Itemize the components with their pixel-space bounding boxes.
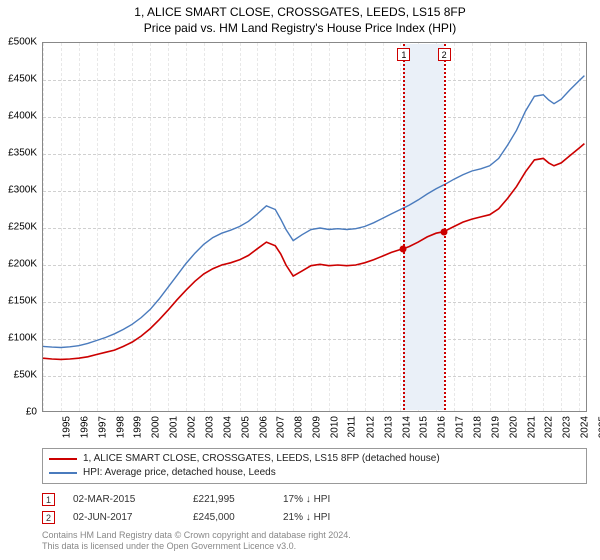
x-tick-label: 2011 xyxy=(346,416,357,438)
y-tick-label: £400K xyxy=(8,111,37,122)
sale-price-1: £221,995 xyxy=(193,494,283,505)
sale-date-1: 02-MAR-2015 xyxy=(73,494,193,505)
sale-marker-line xyxy=(403,44,405,410)
y-tick-label: £250K xyxy=(8,222,37,233)
legend-label-hpi: HPI: Average price, detached house, Leed… xyxy=(83,466,276,480)
y-tick-label: £50K xyxy=(14,370,37,381)
title-line-1: 1, ALICE SMART CLOSE, CROSSGATES, LEEDS,… xyxy=(0,4,600,20)
x-tick-label: 2021 xyxy=(526,416,537,438)
x-tick-label: 2019 xyxy=(490,416,501,438)
x-tick-label: 1997 xyxy=(97,416,108,438)
y-tick-label: £150K xyxy=(8,296,37,307)
plot-area: 12 xyxy=(42,42,587,412)
x-tick-label: 2017 xyxy=(454,416,465,438)
sale-date-2: 02-JUN-2017 xyxy=(73,512,193,523)
chart-container: 1, ALICE SMART CLOSE, CROSSGATES, LEEDS,… xyxy=(0,0,600,560)
chart-title: 1, ALICE SMART CLOSE, CROSSGATES, LEEDS,… xyxy=(0,0,600,36)
title-line-2: Price paid vs. HM Land Registry's House … xyxy=(0,20,600,36)
legend-label-property: 1, ALICE SMART CLOSE, CROSSGATES, LEEDS,… xyxy=(83,452,440,466)
series-property xyxy=(43,144,584,360)
sale-delta-2: 21% ↓ HPI xyxy=(283,512,373,523)
x-tick-label: 2008 xyxy=(294,416,305,438)
legend-row-hpi: HPI: Average price, detached house, Leed… xyxy=(49,466,580,480)
sale-price-2: £245,000 xyxy=(193,512,283,523)
line-layer xyxy=(43,43,588,413)
x-tick-label: 2002 xyxy=(186,416,197,438)
x-tick-label: 1998 xyxy=(115,416,126,438)
legend-swatch-hpi xyxy=(49,472,77,474)
x-tick-label: 2015 xyxy=(419,416,430,438)
x-tick-label: 2010 xyxy=(329,416,340,438)
x-tick-label: 2004 xyxy=(222,416,233,438)
sale-marker-2: 2 xyxy=(42,511,55,524)
x-tick-label: 2016 xyxy=(436,416,447,438)
legend-swatch-property xyxy=(49,458,77,460)
sale-point xyxy=(400,245,407,252)
y-tick-label: £500K xyxy=(8,37,37,48)
sale-point xyxy=(440,228,447,235)
x-tick-label: 2014 xyxy=(401,416,412,438)
x-tick-label: 1999 xyxy=(133,416,144,438)
footnote-line-2: This data is licensed under the Open Gov… xyxy=(42,541,351,552)
x-tick-label: 2003 xyxy=(204,416,215,438)
series-hpi xyxy=(43,76,584,348)
x-tick-label: 2013 xyxy=(383,416,394,438)
sale-marker-box: 1 xyxy=(397,48,410,61)
x-tick-label: 2000 xyxy=(151,416,162,438)
y-tick-label: £450K xyxy=(8,74,37,85)
x-tick-label: 2001 xyxy=(168,416,179,438)
footnote: Contains HM Land Registry data © Crown c… xyxy=(42,530,351,553)
y-tick-label: £100K xyxy=(8,333,37,344)
sale-marker-1: 1 xyxy=(42,493,55,506)
sales-row: 2 02-JUN-2017 £245,000 21% ↓ HPI xyxy=(42,508,373,526)
legend: 1, ALICE SMART CLOSE, CROSSGATES, LEEDS,… xyxy=(42,448,587,484)
x-tick-label: 2006 xyxy=(258,416,269,438)
x-tick-label: 2007 xyxy=(276,416,287,438)
y-tick-label: £350K xyxy=(8,148,37,159)
x-tick-label: 2024 xyxy=(579,416,590,438)
chart-region: 12 £0£50K£100K£150K£200K£250K£300K£350K£… xyxy=(42,42,587,412)
legend-row-property: 1, ALICE SMART CLOSE, CROSSGATES, LEEDS,… xyxy=(49,452,580,466)
sales-table: 1 02-MAR-2015 £221,995 17% ↓ HPI 2 02-JU… xyxy=(42,490,373,526)
y-tick-label: £0 xyxy=(26,407,37,418)
y-tick-label: £300K xyxy=(8,185,37,196)
x-tick-label: 2009 xyxy=(311,416,322,438)
x-tick-label: 2012 xyxy=(365,416,376,438)
footnote-line-1: Contains HM Land Registry data © Crown c… xyxy=(42,530,351,541)
x-tick-label: 2020 xyxy=(508,416,519,438)
sale-delta-1: 17% ↓ HPI xyxy=(283,494,373,505)
x-tick-label: 1996 xyxy=(79,416,90,438)
x-tick-label: 2005 xyxy=(240,416,251,438)
y-tick-label: £200K xyxy=(8,259,37,270)
sale-marker-line xyxy=(444,44,446,410)
x-tick-label: 2018 xyxy=(472,416,483,438)
x-tick-label: 2023 xyxy=(562,416,573,438)
sale-marker-box: 2 xyxy=(438,48,451,61)
x-tick-label: 1995 xyxy=(61,416,72,438)
sales-row: 1 02-MAR-2015 £221,995 17% ↓ HPI xyxy=(42,490,373,508)
x-tick-label: 2022 xyxy=(544,416,555,438)
